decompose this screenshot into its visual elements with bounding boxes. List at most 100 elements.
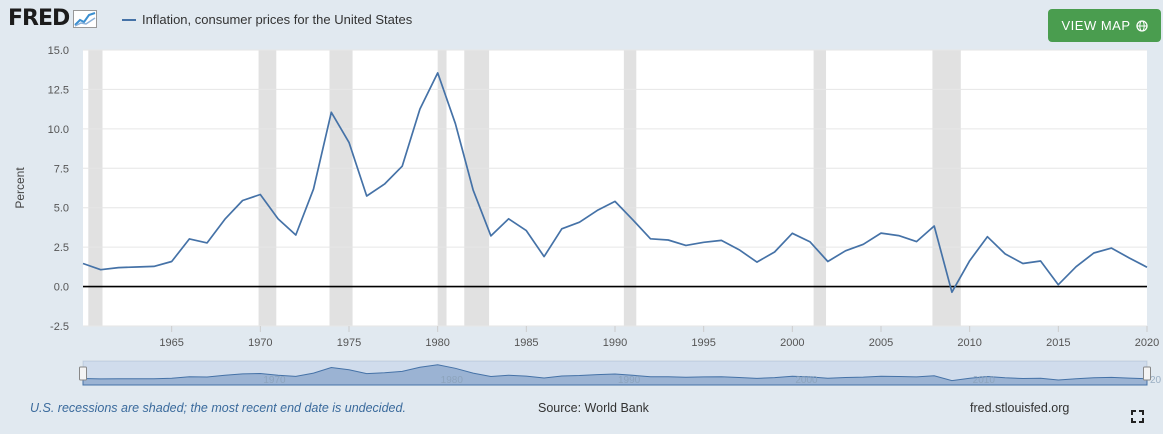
recession-note: U.S. recessions are shaded; the most rec… bbox=[30, 401, 406, 415]
x-tick-label: 2000 bbox=[780, 337, 804, 349]
navigator-tick-label: 1970 bbox=[263, 375, 286, 386]
data-point[interactable] bbox=[259, 193, 261, 195]
data-point[interactable] bbox=[809, 241, 811, 243]
data-point[interactable] bbox=[100, 268, 102, 270]
y-tick-label: 7.5 bbox=[54, 163, 69, 175]
data-point[interactable] bbox=[667, 239, 669, 241]
data-point[interactable] bbox=[472, 189, 474, 191]
data-point[interactable] bbox=[578, 221, 580, 223]
data-point[interactable] bbox=[383, 183, 385, 185]
series-line[interactable] bbox=[82, 72, 1148, 294]
data-point[interactable] bbox=[295, 234, 297, 236]
data-point[interactable] bbox=[986, 236, 988, 238]
data-point[interactable] bbox=[773, 251, 775, 253]
x-tick-label: 2015 bbox=[1046, 337, 1070, 349]
x-tick-label: 1980 bbox=[425, 337, 449, 349]
data-point[interactable] bbox=[915, 240, 917, 242]
x-tick-label: 1995 bbox=[691, 337, 715, 349]
data-point[interactable] bbox=[1146, 266, 1148, 268]
data-point[interactable] bbox=[561, 228, 563, 230]
x-tick-label: 1965 bbox=[159, 337, 183, 349]
data-point[interactable] bbox=[756, 261, 758, 263]
data-point[interactable] bbox=[649, 238, 651, 240]
recession-band bbox=[88, 50, 103, 326]
data-point[interactable] bbox=[490, 235, 492, 237]
data-point[interactable] bbox=[543, 255, 545, 257]
data-point[interactable] bbox=[1039, 260, 1041, 262]
y-tick-label: 0.0 bbox=[54, 282, 69, 294]
y-tick-label: 5.0 bbox=[54, 203, 69, 215]
data-point[interactable] bbox=[525, 229, 527, 231]
x-tick-label: 1970 bbox=[248, 337, 272, 349]
y-tick-label: -2.5 bbox=[50, 321, 69, 333]
navigator-series bbox=[82, 364, 1148, 386]
data-point[interactable] bbox=[1004, 253, 1006, 255]
recession-band bbox=[258, 50, 277, 326]
recession-band bbox=[932, 50, 961, 326]
data-point[interactable] bbox=[401, 165, 403, 167]
data-point[interactable] bbox=[117, 266, 119, 268]
navigator-tick-label: 1980 bbox=[441, 375, 464, 386]
data-point[interactable] bbox=[596, 209, 598, 211]
globe-icon bbox=[1135, 19, 1148, 32]
y-axis-label: Percent bbox=[13, 167, 27, 209]
data-point[interactable] bbox=[685, 244, 687, 246]
data-point[interactable] bbox=[862, 243, 864, 245]
data-point[interactable] bbox=[1110, 247, 1112, 249]
data-point[interactable] bbox=[312, 188, 314, 190]
x-tick-label: 2005 bbox=[869, 337, 893, 349]
y-tick-label: 2.5 bbox=[54, 242, 69, 254]
data-point[interactable] bbox=[277, 218, 279, 220]
data-point[interactable] bbox=[436, 72, 438, 74]
data-point[interactable] bbox=[720, 239, 722, 241]
data-point[interactable] bbox=[241, 199, 243, 201]
data-point[interactable] bbox=[1022, 262, 1024, 264]
data-point[interactable] bbox=[702, 241, 704, 243]
data-point[interactable] bbox=[206, 242, 208, 244]
data-point[interactable] bbox=[153, 265, 155, 267]
navigator-left-handle[interactable] bbox=[79, 366, 87, 381]
fred-logo[interactable]: FRED bbox=[8, 6, 98, 31]
data-point[interactable] bbox=[632, 219, 634, 221]
fullscreen-icon[interactable] bbox=[1131, 410, 1144, 423]
data-point[interactable] bbox=[82, 262, 84, 264]
data-point[interactable] bbox=[348, 141, 350, 143]
data-point[interactable] bbox=[968, 260, 970, 262]
recession-band bbox=[329, 50, 353, 326]
data-point[interactable] bbox=[1075, 265, 1077, 267]
data-point[interactable] bbox=[366, 195, 368, 197]
data-point[interactable] bbox=[454, 122, 456, 124]
view-map-button[interactable]: VIEW MAP bbox=[1048, 9, 1161, 42]
chart-legend[interactable]: Inflation, consumer prices for the Unite… bbox=[122, 12, 412, 27]
x-tick-label: 2020 bbox=[1135, 337, 1159, 349]
navigator-right-handle[interactable] bbox=[1143, 366, 1151, 381]
data-point[interactable] bbox=[738, 248, 740, 250]
data-point[interactable] bbox=[1128, 257, 1130, 259]
data-point[interactable] bbox=[224, 218, 226, 220]
data-point[interactable] bbox=[188, 238, 190, 240]
data-point[interactable] bbox=[1057, 283, 1059, 285]
data-point[interactable] bbox=[1093, 252, 1095, 254]
data-point[interactable] bbox=[827, 260, 829, 262]
data-point[interactable] bbox=[880, 232, 882, 234]
data-point[interactable] bbox=[614, 200, 616, 202]
data-point[interactable] bbox=[951, 291, 953, 293]
x-tick-label: 1985 bbox=[514, 337, 538, 349]
data-point[interactable] bbox=[791, 232, 793, 234]
data-point[interactable] bbox=[844, 250, 846, 252]
recession-band bbox=[437, 50, 447, 326]
data-point[interactable] bbox=[135, 266, 137, 268]
site-link[interactable]: fred.stlouisfed.org bbox=[970, 401, 1070, 415]
y-tick-label: 15.0 bbox=[48, 45, 69, 57]
navigator-tick-label: 1990 bbox=[618, 375, 641, 386]
data-point[interactable] bbox=[330, 111, 332, 113]
source-text: Source: World Bank bbox=[538, 401, 649, 415]
data-point[interactable] bbox=[933, 225, 935, 227]
recession-band bbox=[813, 50, 827, 326]
data-point[interactable] bbox=[170, 260, 172, 262]
chart-logo-icon bbox=[73, 9, 98, 28]
data-point[interactable] bbox=[419, 108, 421, 110]
inflation-chart[interactable]: 15.0 12.5 10.0 7.5 5.0 2.5 0.0 -2.5 1965 1970 1975… bbox=[0, 0, 1163, 395]
data-point[interactable] bbox=[898, 234, 900, 236]
data-point[interactable] bbox=[507, 218, 509, 220]
